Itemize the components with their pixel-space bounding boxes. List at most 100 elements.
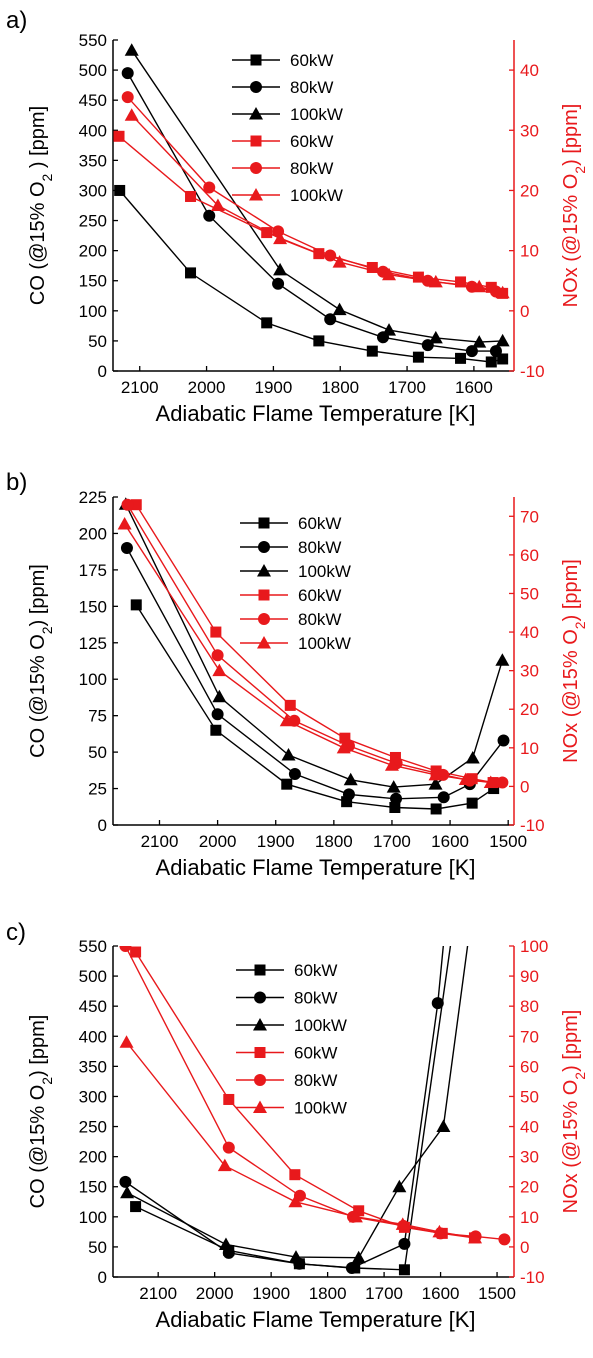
left-tick-label: 450 xyxy=(79,997,107,1016)
left-tick-label: 50 xyxy=(88,332,107,351)
right-tick-label: 50 xyxy=(520,1087,539,1106)
legend-label: 80kW xyxy=(294,1071,337,1090)
data-point xyxy=(366,345,378,357)
left-tick-label: 500 xyxy=(79,61,107,80)
data-point xyxy=(468,1230,483,1244)
right-tick-label: 50 xyxy=(520,584,539,603)
legend-item: 100kW xyxy=(236,1016,347,1035)
right-tick-label: 40 xyxy=(520,61,539,80)
legend-marker xyxy=(258,541,270,553)
legend-marker xyxy=(257,636,271,649)
right-tick-label: 30 xyxy=(520,121,539,140)
data-point xyxy=(272,277,285,290)
data-point xyxy=(203,181,216,194)
left-tick-label: 250 xyxy=(79,212,107,231)
series-left-80kW xyxy=(120,542,510,805)
legend-marker xyxy=(253,1018,267,1031)
legend-item: 100kW xyxy=(236,1099,347,1118)
legend-marker xyxy=(254,1047,266,1058)
data-point xyxy=(430,803,442,815)
legend-marker xyxy=(249,107,263,120)
legend-item: 60kW xyxy=(236,961,337,980)
data-point xyxy=(281,778,293,790)
data-point xyxy=(121,67,134,80)
data-point xyxy=(495,285,510,299)
legend-label: 60kW xyxy=(294,1044,337,1063)
data-point xyxy=(455,352,467,364)
right-tick-label: -10 xyxy=(520,1268,545,1287)
data-point xyxy=(386,780,401,793)
left-tick-label: 25 xyxy=(88,780,107,799)
legend-label: 100kW xyxy=(298,634,351,653)
data-point xyxy=(351,1250,366,1264)
data-point xyxy=(348,1209,363,1223)
data-point xyxy=(261,317,273,329)
legend-item: 60kW xyxy=(232,51,333,70)
x-tick-label: 2100 xyxy=(121,378,159,397)
series-line xyxy=(125,946,445,1269)
data-point xyxy=(210,198,225,211)
data-point xyxy=(458,772,473,785)
x-tick-label: 2000 xyxy=(199,832,237,851)
series-line xyxy=(119,190,503,363)
data-point xyxy=(273,231,288,245)
data-point xyxy=(398,1264,410,1276)
x-tick-label: 2000 xyxy=(188,378,226,397)
data-point xyxy=(120,542,133,555)
legend-marker xyxy=(257,564,271,577)
left-tick-label: 0 xyxy=(98,1268,107,1287)
legend: 60kW 80kW 100kW 60kW 80kW 100kW xyxy=(240,514,351,653)
legend-label: 60kW xyxy=(298,586,341,605)
legend-item: 100kW xyxy=(240,562,351,581)
panel-label: c) xyxy=(6,919,26,946)
legend-marker xyxy=(258,613,270,625)
data-point xyxy=(466,797,478,809)
data-point xyxy=(428,330,443,344)
left-tick-label: 350 xyxy=(79,1057,107,1076)
legend: 60kW 80kW 100kW 60kW 80kW 100kW xyxy=(236,961,347,1118)
data-point xyxy=(284,699,296,711)
data-point xyxy=(324,313,337,326)
data-point xyxy=(281,748,296,761)
data-point xyxy=(343,772,358,786)
data-point xyxy=(488,783,500,795)
data-point xyxy=(472,279,487,293)
series-line xyxy=(124,523,491,784)
data-point xyxy=(261,227,273,239)
x-tick-label: 1900 xyxy=(254,378,292,397)
data-point xyxy=(119,1175,132,1188)
data-point xyxy=(119,946,132,952)
data-point xyxy=(389,802,401,814)
data-point xyxy=(382,323,397,336)
data-point xyxy=(211,649,224,662)
right-tick-label: 0 xyxy=(520,777,529,796)
data-point xyxy=(185,267,197,279)
data-point xyxy=(211,708,224,721)
data-point xyxy=(124,108,139,121)
series-right-100kW xyxy=(117,517,498,789)
data-point xyxy=(392,1179,407,1193)
legend-label: 80kW xyxy=(298,610,341,629)
data-point xyxy=(114,184,126,196)
data-point xyxy=(412,351,424,363)
x-axis-title: Adiabatic Flame Temperature [K] xyxy=(156,1307,476,1332)
left-tick-label: 125 xyxy=(79,634,107,653)
legend-label: 100kW xyxy=(294,1099,347,1118)
legend-marker xyxy=(253,1100,267,1113)
x-tick-label: 2100 xyxy=(141,832,179,851)
data-point xyxy=(130,499,142,511)
data-point xyxy=(465,750,480,764)
y-axis-title: CO (@15% O2) [ppm] xyxy=(27,564,55,758)
legend-item: 100kW xyxy=(232,186,343,205)
legend-label: 60kW xyxy=(294,961,337,980)
data-point xyxy=(288,767,301,780)
right-tick-label: 10 xyxy=(520,242,539,261)
right-tick-label: 80 xyxy=(520,997,539,1016)
data-point xyxy=(485,281,497,293)
legend-marker xyxy=(258,589,270,601)
data-point xyxy=(431,997,444,1010)
left-tick-label: 100 xyxy=(79,302,107,321)
data-point xyxy=(437,791,450,804)
data-point xyxy=(121,498,134,511)
legend-marker xyxy=(250,162,262,174)
